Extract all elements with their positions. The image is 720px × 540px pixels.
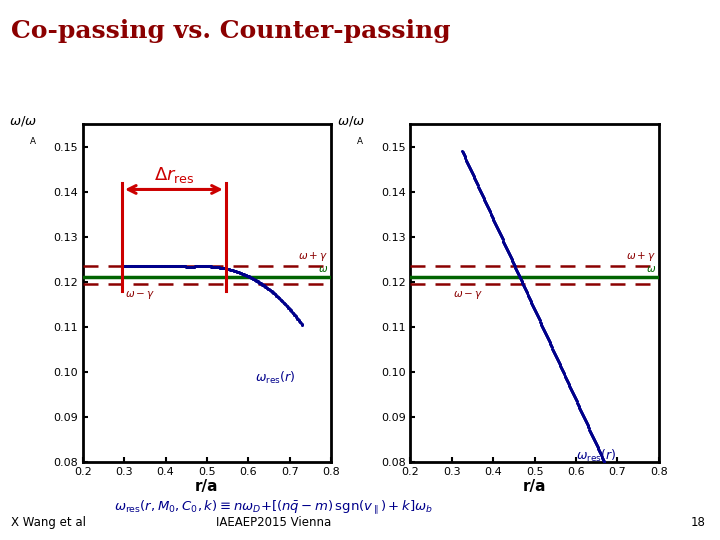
Text: X Wang et al: X Wang et al [11,516,86,529]
Text: $\omega-\gamma$: $\omega-\gamma$ [453,289,482,301]
Text: $\omega_{\rm res}(r,M_0,C_0,k)\equiv n\omega_D$$+[(n\bar{q}-m)\,{\rm sgn}(v_\par: $\omega_{\rm res}(r,M_0,C_0,k)\equiv n\o… [114,498,433,516]
Text: $\omega_{\rm res}(r)$: $\omega_{\rm res}(r)$ [255,369,294,386]
Text: $\omega/\omega$: $\omega/\omega$ [9,114,37,129]
Text: $\omega+\gamma$: $\omega+\gamma$ [626,250,656,263]
Text: $\omega/\omega$: $\omega/\omega$ [337,114,365,129]
X-axis label: r/a: r/a [195,480,219,494]
Text: IAEAEP2015 Vienna: IAEAEP2015 Vienna [216,516,331,529]
Text: $\omega$: $\omega$ [318,264,328,274]
Text: $_{\rm A}$: $_{\rm A}$ [29,134,37,147]
Text: $\omega_{\rm res}(r)$: $\omega_{\rm res}(r)$ [576,448,616,464]
Text: $_{\rm A}$: $_{\rm A}$ [356,134,364,147]
Text: $\omega+\gamma$: $\omega+\gamma$ [298,250,328,263]
Text: 18: 18 [690,516,706,529]
Text: $\omega-\gamma$: $\omega-\gamma$ [125,289,155,301]
Text: counter-passing: counter-passing [454,74,605,92]
Text: $\Delta r_{\rm res}$: $\Delta r_{\rm res}$ [153,165,194,185]
Text: co-passing: co-passing [144,74,245,92]
X-axis label: r/a: r/a [523,480,546,494]
Text: Co-passing vs. Counter-passing: Co-passing vs. Counter-passing [11,19,451,43]
Text: $\omega$: $\omega$ [646,264,656,274]
